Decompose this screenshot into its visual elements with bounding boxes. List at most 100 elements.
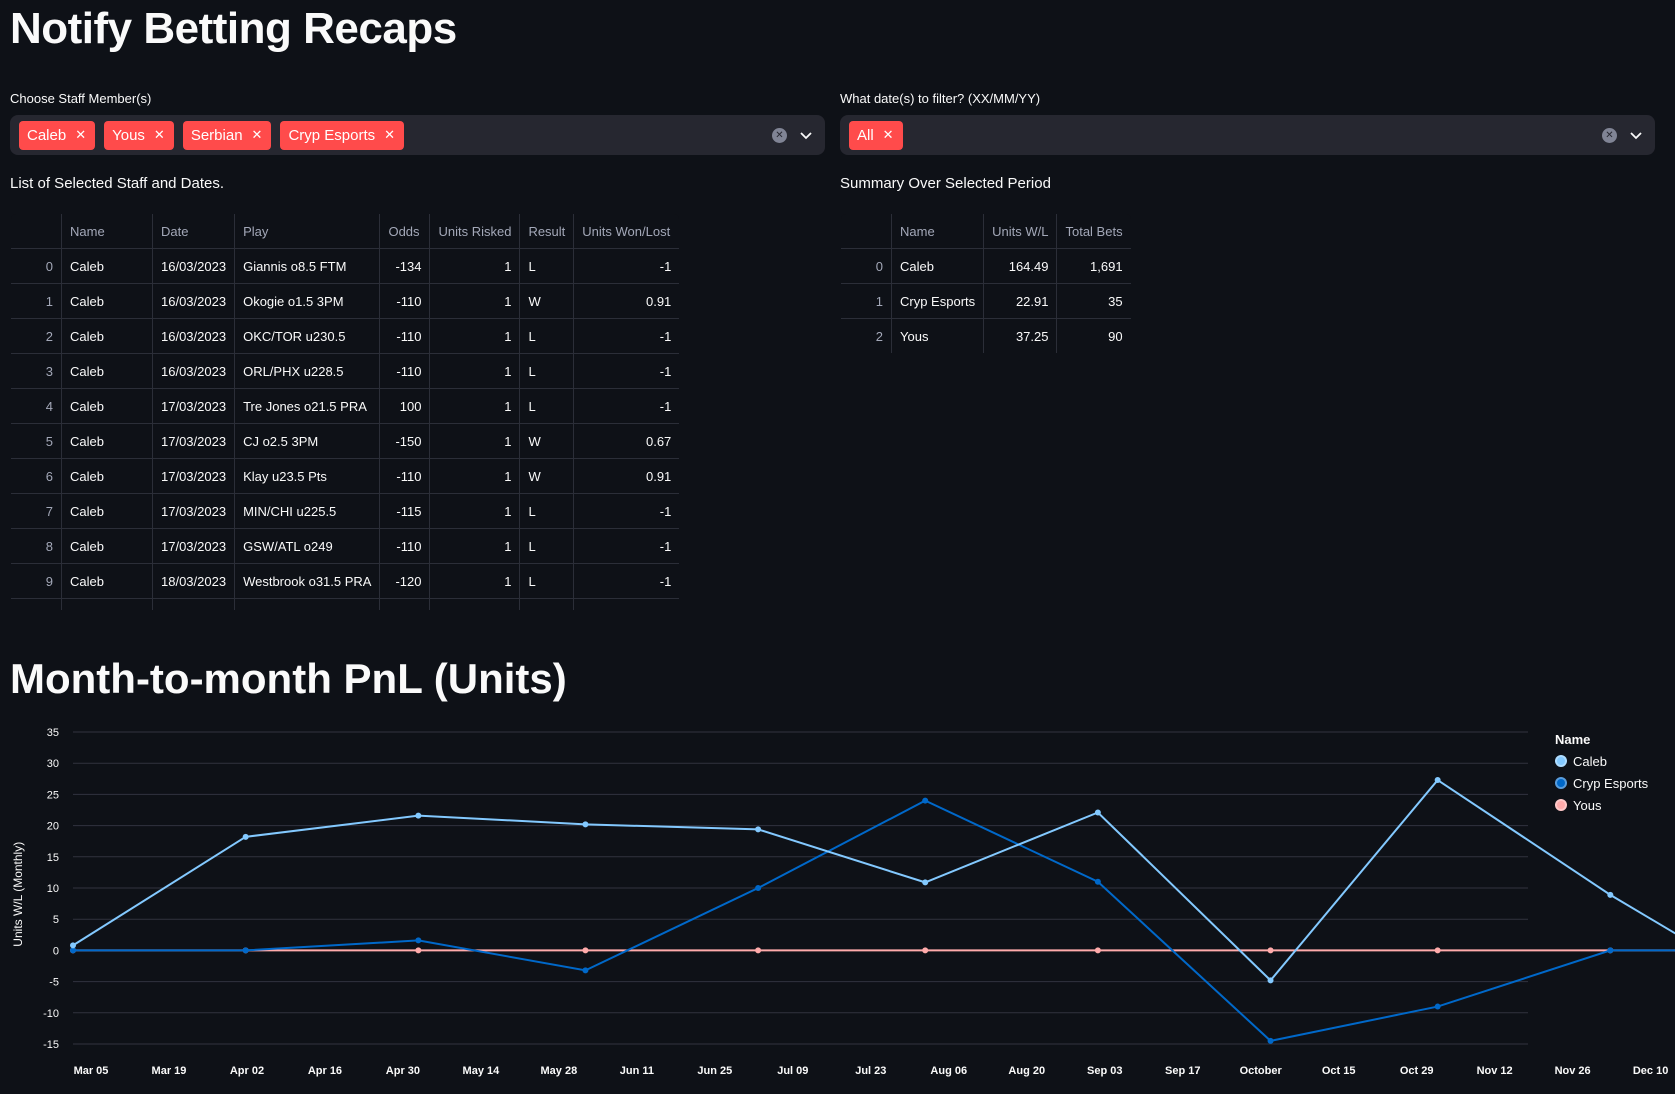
- table-cell[interactable]: -110: [379, 458, 431, 494]
- pnl-line-chart[interactable]: 35 30 25 20 15 10 5 0 -5 -10 -15 Mar 05 Mar 19 Apr 02…: [0, 715, 1675, 1094]
- date-tag[interactable]: All ✕: [849, 120, 903, 150]
- data-point[interactable]: [755, 885, 762, 891]
- remove-tag-icon[interactable]: ✕: [251, 127, 263, 142]
- table-cell[interactable]: 17/03/2023: [151, 458, 236, 494]
- column-header[interactable]: Name: [61, 214, 153, 249]
- data-point[interactable]: [922, 947, 929, 954]
- table-cell[interactable]: 16/03/2023: [151, 318, 236, 354]
- table-cell[interactable]: 1,691: [1056, 248, 1131, 284]
- staff-multiselect[interactable]: Caleb ✕ Yous ✕ Serbian ✕ Cryp Esports ✕ ✕: [10, 115, 825, 155]
- table-cell[interactable]: -1: [573, 388, 680, 424]
- table-cell[interactable]: Westbrook o31.5 PRA: [234, 563, 381, 599]
- table-cell[interactable]: Caleb: [61, 423, 153, 459]
- data-point[interactable]: [582, 821, 589, 828]
- table-cell[interactable]: L: [519, 528, 575, 564]
- table-cell[interactable]: 1: [429, 388, 521, 424]
- table-cell[interactable]: Klay u23.5 Pts: [234, 458, 381, 494]
- data-point[interactable]: [1094, 809, 1101, 816]
- table-cell[interactable]: L: [519, 353, 575, 389]
- chevron-down-icon[interactable]: [799, 128, 813, 142]
- table-cell[interactable]: Tre Jones o21.5 PRA: [234, 388, 381, 424]
- table-cell[interactable]: 16/03/2023: [151, 248, 236, 284]
- column-header[interactable]: Units Risked: [429, 214, 521, 249]
- column-header[interactable]: Units Won/Lost: [573, 214, 680, 249]
- bets-table[interactable]: Name Date Play Odds Units Risked Result …: [10, 213, 681, 611]
- table-cell[interactable]: 17/03/2023: [151, 493, 236, 529]
- row-index[interactable]: 6: [11, 458, 62, 494]
- table-cell[interactable]: 1: [429, 318, 521, 354]
- remove-tag-icon[interactable]: ✕: [384, 127, 396, 142]
- remove-tag-icon[interactable]: ✕: [153, 127, 165, 142]
- table-cell[interactable]: -1: [573, 493, 680, 529]
- table-cell[interactable]: 90: [1056, 318, 1131, 353]
- table-cell[interactable]: -110: [379, 353, 431, 389]
- table-row[interactable]: 2 Yous 37.25 90: [840, 318, 1131, 353]
- data-point[interactable]: [1094, 947, 1101, 954]
- row-index[interactable]: 8: [11, 528, 62, 564]
- staff-tag[interactable]: Caleb ✕: [19, 120, 96, 150]
- data-point[interactable]: [1267, 977, 1274, 984]
- table-cell[interactable]: Caleb: [61, 318, 153, 354]
- data-point[interactable]: [922, 797, 929, 804]
- table-cell[interactable]: L: [519, 318, 575, 354]
- table-cell[interactable]: OKC/TOR u230.5: [234, 318, 381, 354]
- column-header[interactable]: [11, 214, 62, 249]
- table-cell[interactable]: 16/03/2023: [151, 353, 236, 389]
- data-point[interactable]: [1434, 1003, 1441, 1010]
- table-cell[interactable]: Caleb: [61, 563, 153, 599]
- row-index[interactable]: 3: [11, 353, 62, 389]
- table-cell[interactable]: Caleb: [61, 388, 153, 424]
- table-cell[interactable]: 1: [429, 493, 521, 529]
- data-point[interactable]: [242, 833, 249, 840]
- table-cell[interactable]: W: [519, 283, 575, 319]
- clear-all-icon[interactable]: ✕: [1602, 127, 1617, 143]
- table-cell[interactable]: -150: [379, 423, 431, 459]
- table-row[interactable]: 9 Caleb 18/03/2023 Westbrook o31.5 PRA -120 1…: [11, 563, 680, 599]
- table-row[interactable]: 5 Caleb 17/03/2023 CJ o2.5 3PM -150 1 W 0.67: [11, 423, 680, 459]
- remove-tag-icon[interactable]: ✕: [882, 127, 894, 142]
- summary-table[interactable]: Name Units W/L Total Bets 0 Caleb 164.49 1,…: [840, 213, 1132, 354]
- row-index[interactable]: 5: [11, 423, 62, 459]
- column-header[interactable]: [840, 214, 892, 249]
- table-row[interactable]: 1 Caleb 16/03/2023 Okogie o1.5 3PM -110 1 W 0.9…: [11, 283, 680, 319]
- data-point[interactable]: [1434, 777, 1441, 784]
- staff-tag[interactable]: Cryp Esports ✕: [280, 120, 405, 150]
- table-cell[interactable]: Caleb: [61, 248, 153, 284]
- legend-item[interactable]: Cryp Esports: [1555, 772, 1648, 794]
- data-point[interactable]: [1607, 947, 1614, 954]
- data-point[interactable]: [1607, 891, 1614, 898]
- series-line-cryp-esports[interactable]: [73, 799, 1675, 1042]
- table-cell[interactable]: GSW/ATL o249: [234, 528, 381, 564]
- staff-tag[interactable]: Serbian ✕: [182, 120, 272, 150]
- data-point[interactable]: [415, 812, 422, 819]
- date-multiselect[interactable]: All ✕ ✕: [840, 115, 1655, 155]
- table-cell[interactable]: L: [519, 493, 575, 529]
- data-point[interactable]: [242, 947, 249, 954]
- clear-all-icon[interactable]: ✕: [772, 127, 787, 143]
- table-cell[interactable]: 17/03/2023: [151, 388, 236, 424]
- table-cell[interactable]: W: [519, 423, 575, 459]
- row-index[interactable]: 0: [840, 248, 892, 284]
- table-cell[interactable]: Caleb: [61, 493, 153, 529]
- table-cell[interactable]: Caleb: [61, 458, 153, 494]
- row-index[interactable]: 0: [11, 248, 62, 284]
- table-cell[interactable]: L: [519, 248, 575, 284]
- table-cell[interactable]: -134: [379, 248, 431, 284]
- table-cell[interactable]: ORL/PHX u228.5: [234, 353, 381, 389]
- row-index[interactable]: 7: [11, 493, 62, 529]
- staff-tag[interactable]: Yous ✕: [104, 120, 174, 150]
- table-cell[interactable]: Caleb: [890, 248, 985, 284]
- column-header[interactable]: Total Bets: [1056, 214, 1131, 249]
- remove-tag-icon[interactable]: ✕: [75, 127, 87, 142]
- data-point[interactable]: [582, 967, 589, 974]
- data-point[interactable]: [922, 879, 929, 886]
- table-cell[interactable]: 0.91: [573, 283, 680, 319]
- table-cell[interactable]: -120: [379, 563, 431, 599]
- row-index[interactable]: 1: [840, 283, 892, 319]
- table-cell[interactable]: Caleb: [61, 283, 153, 319]
- table-cell[interactable]: -1: [573, 563, 680, 599]
- table-cell[interactable]: Cryp Esports: [890, 283, 985, 319]
- table-cell[interactable]: 0.67: [573, 423, 680, 459]
- table-row[interactable]: 6 Caleb 17/03/2023 Klay u23.5 Pts -110 1 W 0.91: [11, 458, 680, 494]
- table-cell[interactable]: Caleb: [61, 528, 153, 564]
